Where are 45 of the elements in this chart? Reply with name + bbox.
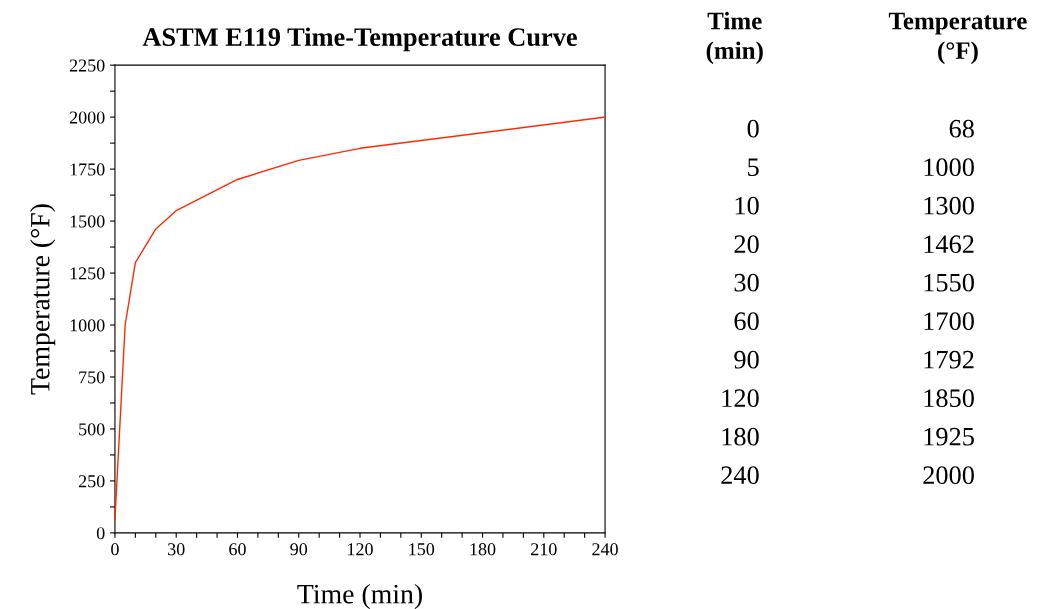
category-label: 90 (734, 350, 759, 369)
y-tick-label: 750 (79, 371, 105, 384)
y-tick-label: 2250 (69, 59, 105, 72)
category-label: 0 (747, 119, 759, 138)
data-label: 1700 (924, 312, 974, 331)
y-tick-label: 2000 (69, 111, 105, 124)
data-label: 1300 (924, 196, 974, 215)
data-label: 1000 (924, 158, 974, 177)
data-label: 1550 (924, 273, 974, 292)
x-tick-label: 0 (111, 543, 119, 556)
category-label: 10 (735, 196, 759, 215)
x-tick-label: 60 (229, 543, 246, 556)
data-label: 2000 (923, 466, 974, 485)
data-label: 68 (949, 119, 974, 138)
data-label: 1850 (924, 389, 974, 408)
line-series (114, 116, 606, 520)
y-tick-label: 1250 (70, 267, 105, 280)
data-label: 1925 (924, 427, 974, 446)
data-label: 1792 (924, 350, 974, 369)
x-tick-label: 120 (348, 543, 373, 556)
x-tick-label: 150 (409, 543, 435, 556)
category-label: 120 (722, 389, 759, 408)
x-tick-label: 240 (592, 543, 618, 556)
category-label: 5 (748, 158, 759, 177)
data-label: 1462 (924, 235, 974, 254)
x-tick-label: 210 (531, 543, 557, 556)
y-tick-label: 250 (78, 475, 105, 488)
x-tick-label: 180 (470, 543, 496, 556)
y-tick-label: 1500 (70, 215, 105, 228)
category-label: 20 (734, 235, 759, 254)
y-tick-label: 500 (79, 423, 105, 436)
y-tick-label: 1750 (70, 163, 105, 176)
chart-title: ASTM E119 Time-Temperature Curve (142, 27, 577, 52)
category-label: 180 (722, 427, 759, 446)
x-tick-label: 30 (168, 543, 185, 556)
text: Temperature (°F) (888, 12, 1027, 65)
x-tick-label: 90 (290, 543, 308, 556)
category-label: 240 (721, 466, 759, 485)
text: Time (min) (706, 11, 763, 65)
x-axis-title: Time (min) (297, 583, 422, 609)
y-tick-label: 0 (96, 527, 105, 540)
category-label: 30 (734, 273, 759, 292)
y-tick-label: 1000 (70, 319, 105, 332)
y-axis-title: Temperature (°F) (30, 204, 56, 395)
category-label: 60 (734, 312, 759, 331)
